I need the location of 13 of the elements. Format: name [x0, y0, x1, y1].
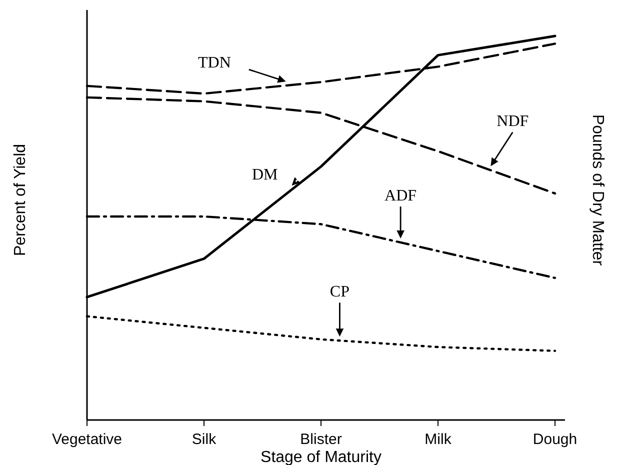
x-tick-label: Dough — [532, 431, 578, 448]
series-label: TDN — [198, 54, 232, 72]
y-axis-title: Percent of Yield — [12, 144, 29, 256]
text: ADF — [384, 187, 417, 204]
x-tick-label: Silk — [192, 431, 217, 448]
x-tick-label: Vegetative — [52, 431, 122, 448]
x-axis-title: Stage of Maturity — [260, 449, 382, 465]
legend-label: DM — [252, 166, 278, 184]
text: CP — [330, 284, 350, 301]
text: NDF — [496, 113, 529, 130]
x-tick-label: Milk — [424, 431, 452, 448]
x-tick-label: Blister — [300, 431, 342, 448]
y2-axis-title: Pounds of Dry Matter — [589, 114, 606, 266]
